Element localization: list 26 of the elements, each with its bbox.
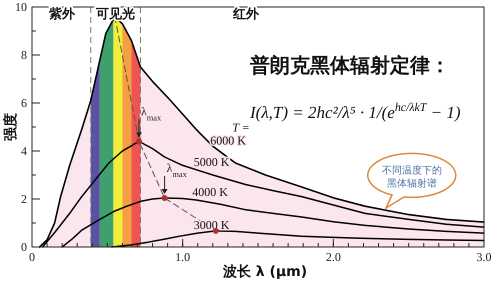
- series-label: 4000 K: [192, 184, 228, 199]
- annotation: 不同温度下的黑体辐射谱: [382, 164, 442, 190]
- annotation: 紫外: [48, 6, 76, 22]
- legend-title: T =: [232, 120, 250, 134]
- annotation: I(λ,T) = 2hc²/λ⁵ · 1/(e$^{hc/λkT}$ − 1): [249, 100, 461, 122]
- annotation: 红外: [232, 7, 260, 22]
- y-tick-label: 4: [21, 144, 27, 158]
- y-axis-title: 强度: [2, 113, 19, 141]
- y-tick-label: 2: [21, 192, 27, 206]
- point: [162, 195, 168, 202]
- series-label: 5000 K: [194, 155, 230, 170]
- text: 普朗克黑体辐射定律：: [249, 53, 450, 77]
- y-tick-label: 8: [21, 48, 27, 62]
- x-axis-title: 波长 λ (μm): [222, 264, 308, 280]
- annotation: λ$_{max}$: [140, 104, 162, 122]
- series-label: 3000 K: [194, 218, 230, 232]
- y-tick-label: 10: [15, 0, 27, 14]
- y-tick-label: 0: [21, 240, 27, 254]
- annotation: 可见光: [95, 7, 136, 22]
- point: [136, 138, 142, 144]
- x-tick-label: 1.0: [175, 250, 190, 264]
- series-label: 6000 K: [210, 133, 246, 148]
- y-tick-label: 6: [21, 96, 27, 110]
- annotation: λ$_{max}$: [166, 161, 188, 179]
- x-tick-label: 3.0: [476, 250, 492, 264]
- x-tick-label: 2.0: [326, 250, 341, 264]
